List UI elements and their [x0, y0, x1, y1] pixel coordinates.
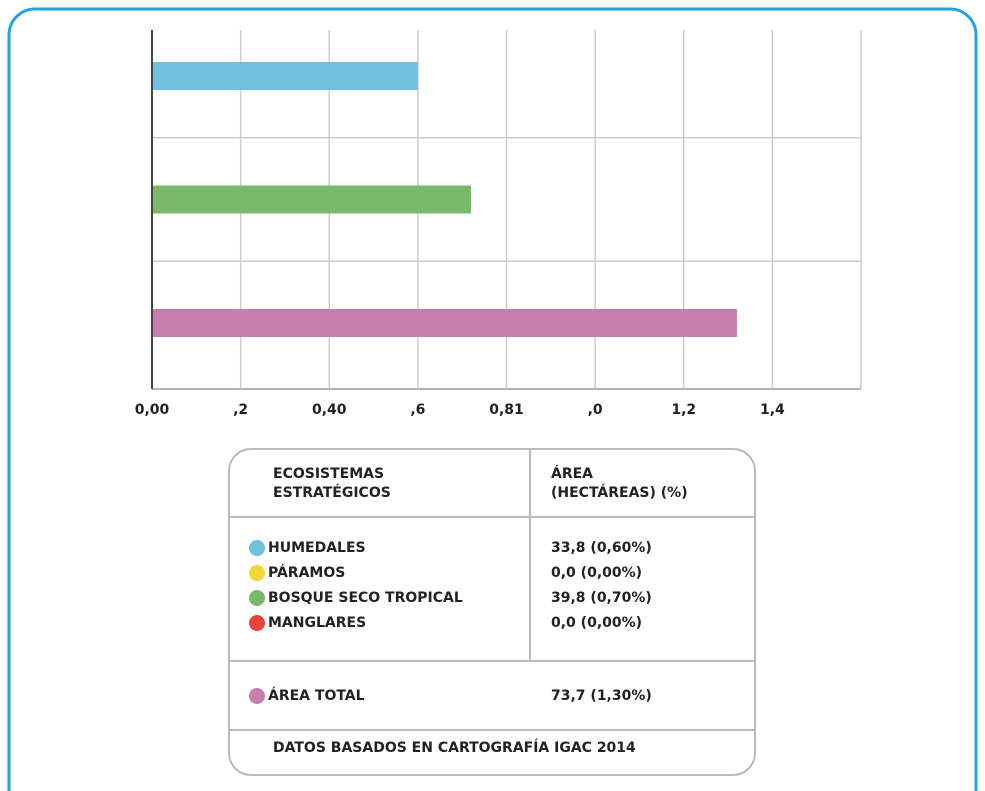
- x-tick-label: 0,40: [312, 402, 347, 418]
- bar: [152, 62, 418, 90]
- x-tick-label: 1,4: [760, 402, 785, 418]
- bar: [152, 309, 737, 337]
- row-value: 0,0 (0,00%): [551, 565, 642, 581]
- x-tick-label: ,2: [233, 402, 248, 418]
- table-box: [228, 448, 756, 776]
- x-tick-label: 1,2: [671, 402, 696, 418]
- x-tick-label: 0,81: [489, 402, 524, 418]
- row-value: 39,8 (0,70%): [551, 590, 652, 606]
- legend-dot: [249, 688, 265, 704]
- bar: [152, 185, 472, 214]
- table-note: DATOS BASADOS EN CARTOGRAFÍA IGAC 2014: [273, 739, 636, 756]
- row-value: 0,0 (0,00%): [551, 615, 642, 631]
- x-tick-label: ,6: [410, 402, 425, 418]
- row-value: 73,7 (1,30%): [551, 688, 652, 704]
- row-label: HUMEDALES: [268, 540, 366, 556]
- legend-dot: [249, 615, 265, 631]
- x-tick-label: ,0: [588, 402, 603, 418]
- header-cell: ECOSISTEMAS ESTRATÉGICOS: [273, 466, 391, 501]
- x-tick-label: 0,00: [135, 402, 170, 418]
- row-label: MANGLARES: [268, 615, 366, 631]
- header-cell: ÁREA (HECTÁREAS) (%): [551, 465, 688, 501]
- legend-dot: [249, 540, 265, 556]
- legend-dot: [249, 590, 265, 606]
- legend-dot: [249, 565, 265, 581]
- row-label: BOSQUE SECO TROPICAL: [268, 590, 463, 606]
- row-label: ÁREA TOTAL: [268, 687, 365, 704]
- row-value: 33,8 (0,60%): [551, 540, 652, 556]
- row-label: PÁRAMOS: [268, 564, 345, 581]
